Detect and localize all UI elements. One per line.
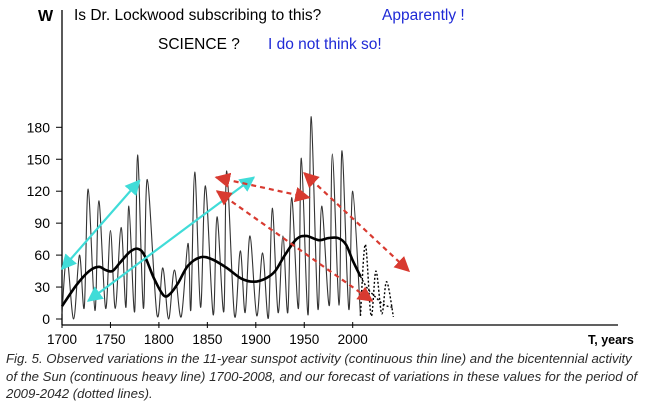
y-tick-label: 120 xyxy=(27,183,51,199)
x-tick-label: 1800 xyxy=(144,332,174,347)
x-tick-label: 1850 xyxy=(192,332,222,347)
headline-science: SCIENCE ? xyxy=(158,36,240,53)
x-tick-label: 1700 xyxy=(47,332,77,347)
x-tick-label: 1900 xyxy=(241,332,271,347)
x-tick-label: 2000 xyxy=(338,332,368,347)
chart-annotations xyxy=(60,172,411,302)
annotation-arrow-1 xyxy=(86,176,256,302)
y-tick-label: 30 xyxy=(34,279,50,295)
annotation-arrow-4 xyxy=(303,172,411,273)
sunspot-chart: 0 30 60 90 120 150 180 1700 1750 1800 1850 1900 1950… xyxy=(27,8,634,347)
y-axis-label: W xyxy=(38,8,54,25)
annotation-arrow-3 xyxy=(215,190,374,302)
figure-caption: Fig. 5. Observed variations in the 11-ye… xyxy=(6,351,638,401)
chart-axes: 0 30 60 90 120 150 180 1700 1750 1800 1850 1900 1950… xyxy=(27,8,634,347)
annotation-arrow-2 xyxy=(214,172,311,203)
y-tick-label: 0 xyxy=(42,311,50,327)
forecast-series-line-3 xyxy=(359,276,394,308)
x-tick-label: 1950 xyxy=(289,332,319,347)
headline-question: Is Dr. Lockwood subscribing to this? xyxy=(74,7,322,24)
headline-answer: Apparently ! xyxy=(382,7,465,24)
headline-opinion: I do not think so! xyxy=(268,36,382,53)
y-tick-label: 180 xyxy=(27,119,51,135)
chart-marks xyxy=(60,116,395,320)
y-tick-label: 150 xyxy=(27,151,51,167)
y-tick-label: 90 xyxy=(34,215,50,231)
x-axis-label: T, years xyxy=(588,333,634,347)
y-tick-label: 60 xyxy=(34,247,50,263)
x-tick-label: 1750 xyxy=(95,332,125,347)
